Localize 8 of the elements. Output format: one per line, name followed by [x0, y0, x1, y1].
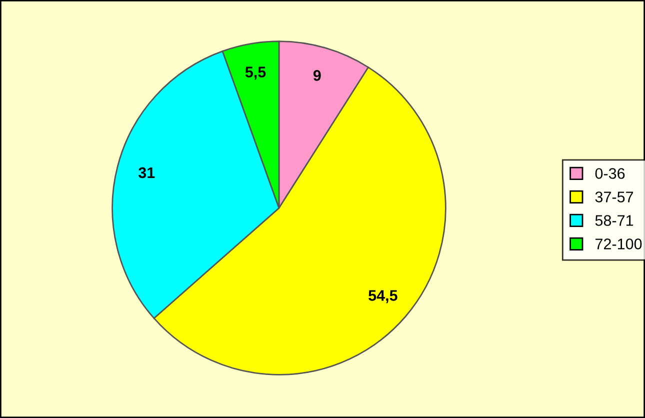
legend-label: 72-100	[596, 238, 642, 250]
legend-label: 37-57	[595, 192, 634, 202]
data-label: 9	[313, 70, 321, 81]
data-label: 5,5	[245, 66, 266, 80]
legend-label: 58-71	[595, 215, 634, 226]
data-label: 31	[138, 167, 155, 178]
data-label: 54,5	[368, 290, 398, 304]
legend-label: 0-36	[595, 168, 625, 179]
